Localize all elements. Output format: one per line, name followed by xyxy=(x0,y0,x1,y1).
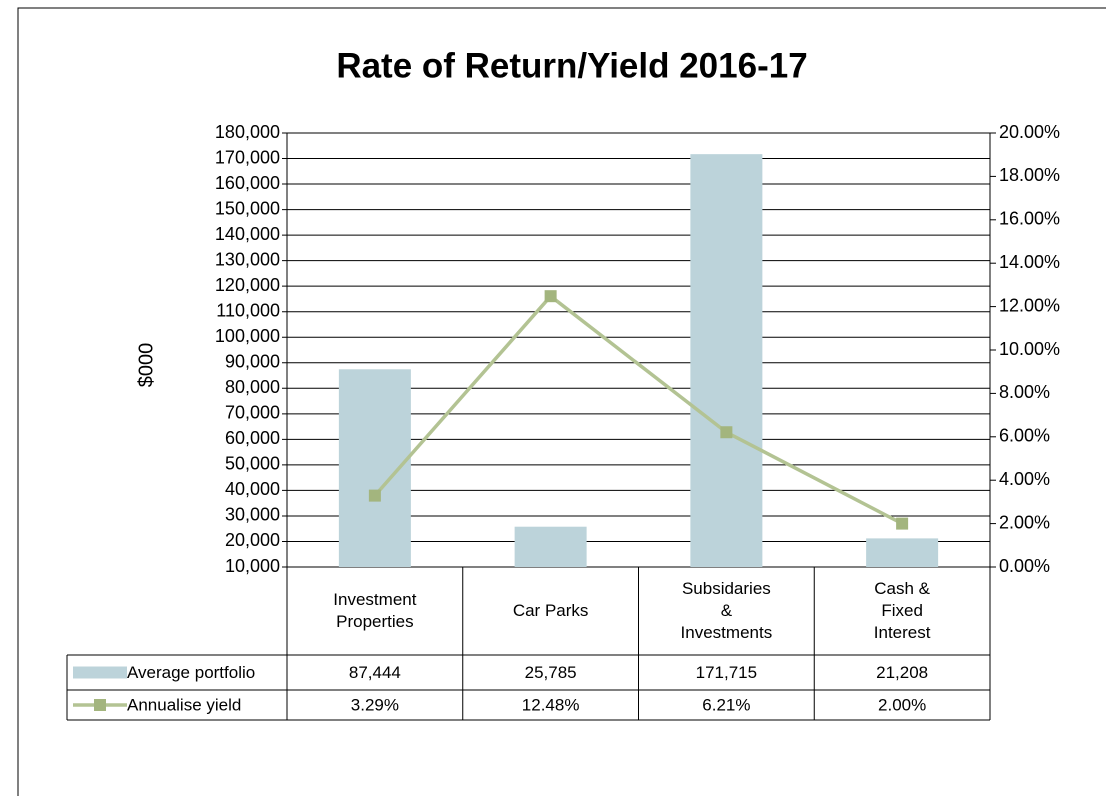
y-axis-label: $000 xyxy=(135,343,157,388)
x-tick-label: Investment Properties xyxy=(333,590,417,631)
y-tick-label: 100,000 xyxy=(215,326,280,346)
line-marker xyxy=(896,517,909,530)
data-label: 25,785 xyxy=(525,663,577,682)
legend-label: Average portfolio xyxy=(127,663,255,682)
y2-tick-label: 2.00% xyxy=(999,512,1050,532)
bar xyxy=(514,526,587,567)
chart-title: Rate of Return/Yield 2016-17 xyxy=(336,46,807,85)
x-tick-label: Subsidaries & Investments xyxy=(680,579,773,642)
y-tick-label: 60,000 xyxy=(225,428,280,448)
y2-tick-label: 4.00% xyxy=(999,469,1050,489)
line-marker xyxy=(544,290,557,303)
category-cell: Cash & Fixed Interest xyxy=(873,579,931,642)
y-tick-label: 40,000 xyxy=(225,479,280,499)
y2-tick-label: 0.00% xyxy=(999,556,1050,576)
x-tick-label: Car Parks xyxy=(512,601,589,620)
data-label: 87,444 xyxy=(349,663,401,682)
data-label: 2.00% xyxy=(878,695,926,714)
y-tick-label: 20,000 xyxy=(225,530,280,550)
x-tick-label: Cash & Fixed Interest xyxy=(873,579,931,642)
data-label: 6.21% xyxy=(702,695,750,714)
bar xyxy=(866,538,939,567)
y-tick-label: 10,000 xyxy=(225,556,280,576)
category-cell: Investment Properties xyxy=(333,590,417,631)
y-tick-label: 110,000 xyxy=(216,300,280,320)
category-cell: Subsidaries & Investments xyxy=(680,579,773,642)
y-tick-label: 130,000 xyxy=(215,249,280,269)
y-tick-label: 170,000 xyxy=(215,147,280,167)
y-tick-label: 120,000 xyxy=(215,275,280,295)
y-tick-label: 30,000 xyxy=(225,505,280,525)
y-tick-label: 150,000 xyxy=(215,198,280,218)
y2-tick-label: 6.00% xyxy=(999,426,1050,446)
category-cell: Car Parks xyxy=(512,601,589,620)
bar xyxy=(690,154,763,567)
y-tick-label: 180,000 xyxy=(215,122,280,142)
legend-label: Annualise yield xyxy=(127,695,241,714)
y2-tick-label: 10.00% xyxy=(999,339,1060,359)
line-marker xyxy=(368,489,381,502)
y2-tick-label: 16.00% xyxy=(999,209,1060,229)
line xyxy=(373,293,903,526)
y2-tick-label: 14.00% xyxy=(999,252,1060,272)
data-label: 12.48% xyxy=(522,695,580,714)
y-tick-label: 160,000 xyxy=(215,173,280,193)
y-tick-label: 140,000 xyxy=(215,224,280,244)
y-tick-label: 70,000 xyxy=(225,403,280,423)
data-label: 3.29% xyxy=(351,695,399,714)
y2-tick-label: 8.00% xyxy=(999,382,1050,402)
y-tick-label: 50,000 xyxy=(225,454,280,474)
y-tick-label: 90,000 xyxy=(225,352,280,372)
legend-swatch xyxy=(73,666,127,679)
y2-tick-label: 18.00% xyxy=(999,165,1060,185)
data-label: 21,208 xyxy=(876,663,928,682)
data-label: 171,715 xyxy=(696,663,757,682)
chart-frame xyxy=(17,7,1106,801)
y2-tick-label: 12.00% xyxy=(999,295,1060,315)
y-tick-label: 80,000 xyxy=(225,377,280,397)
line-marker xyxy=(720,426,733,439)
legend-marker xyxy=(94,699,106,711)
y2-tick-label: 20.00% xyxy=(999,122,1060,142)
